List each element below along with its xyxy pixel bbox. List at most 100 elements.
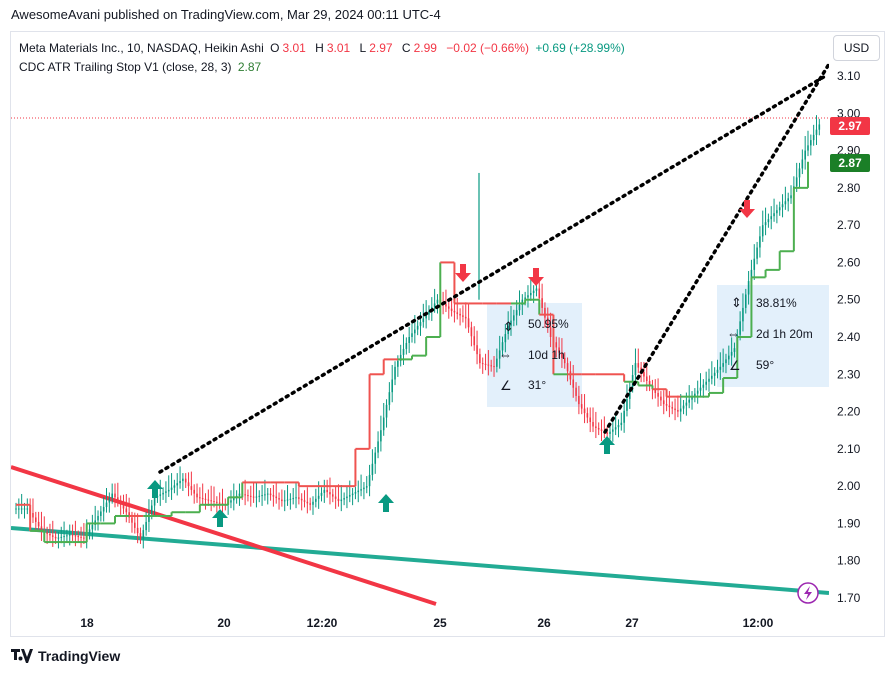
candle-body bbox=[730, 351, 733, 356]
candle-body bbox=[128, 512, 130, 518]
candle-body bbox=[733, 348, 736, 352]
candle-body bbox=[719, 366, 722, 370]
candle-body bbox=[315, 498, 317, 502]
y-tick-label: 1.80 bbox=[837, 554, 861, 568]
candle-body bbox=[546, 317, 549, 328]
candle-body bbox=[685, 402, 688, 406]
candle-body bbox=[464, 316, 467, 319]
candle-body bbox=[470, 327, 473, 337]
y-tick-label: 2.50 bbox=[837, 293, 861, 307]
candle-body bbox=[255, 496, 258, 498]
candle-body bbox=[629, 386, 631, 399]
candle-body bbox=[778, 207, 781, 211]
candle-body bbox=[320, 492, 323, 496]
x-tick-label: 26 bbox=[537, 616, 551, 630]
candle-body bbox=[125, 508, 128, 513]
legend-high: H 3.01 bbox=[315, 41, 353, 55]
candle-body bbox=[711, 375, 713, 379]
candle-body bbox=[167, 489, 170, 492]
buy-arrow-icon bbox=[147, 480, 163, 498]
candle-body bbox=[688, 399, 690, 403]
candle-body bbox=[770, 216, 773, 220]
candle-body bbox=[433, 303, 436, 308]
candle-body bbox=[317, 495, 320, 499]
red-trend-line[interactable] bbox=[11, 465, 437, 606]
candle-body bbox=[131, 517, 133, 523]
y-tick-label: 2.40 bbox=[837, 330, 861, 344]
candle-body bbox=[275, 496, 278, 499]
candle-body bbox=[244, 494, 246, 496]
candle-body bbox=[150, 505, 153, 514]
candle-body bbox=[247, 495, 249, 497]
candle-body bbox=[490, 365, 492, 367]
legend-l-label: L bbox=[359, 41, 367, 55]
y-tick-label: 2.10 bbox=[837, 442, 861, 456]
candle-body bbox=[677, 410, 679, 412]
arrow-up-shape bbox=[147, 480, 163, 498]
y-tick-label: 1.70 bbox=[837, 591, 861, 605]
candle-body bbox=[145, 521, 147, 531]
chart-legend: Meta Materials Inc., 10, NASDAQ, Heikin … bbox=[19, 39, 628, 77]
candle-body bbox=[266, 493, 269, 495]
candle-body bbox=[744, 294, 747, 308]
measure1-time-text: 10d 1h bbox=[528, 348, 565, 362]
measure-box-2[interactable] bbox=[717, 285, 829, 387]
candle-body bbox=[563, 357, 566, 364]
candle-body bbox=[524, 297, 526, 300]
legend-l-value: 2.97 bbox=[369, 41, 393, 55]
candle-body bbox=[32, 512, 34, 518]
candle-body bbox=[122, 504, 125, 509]
candle-body bbox=[612, 429, 614, 432]
candle-body bbox=[91, 524, 94, 530]
candle-body bbox=[419, 322, 422, 326]
candle-body bbox=[159, 494, 162, 496]
candle-body bbox=[561, 352, 563, 358]
candle-body bbox=[365, 486, 368, 488]
candle-body bbox=[662, 400, 665, 405]
candle-body bbox=[776, 210, 778, 214]
candle-body bbox=[498, 350, 501, 359]
arrow-up-shape bbox=[599, 436, 615, 454]
candle-body bbox=[187, 482, 190, 487]
candle-body bbox=[357, 490, 360, 493]
last-price-badge bbox=[830, 117, 870, 135]
candle-body bbox=[609, 431, 611, 434]
candle-body bbox=[249, 495, 252, 497]
teal-trend-line[interactable] bbox=[11, 526, 829, 595]
candle-body bbox=[739, 321, 741, 335]
candle-body bbox=[26, 508, 29, 510]
legend-c-value: 2.99 bbox=[413, 41, 437, 55]
candle-body bbox=[18, 508, 20, 510]
legend-open: O 3.01 bbox=[270, 41, 309, 55]
candle-body bbox=[139, 533, 142, 539]
candle-body bbox=[637, 363, 640, 368]
candle-body bbox=[541, 298, 543, 308]
legend-o-value: 3.01 bbox=[282, 41, 306, 55]
candle-body bbox=[363, 487, 365, 490]
candle-body bbox=[725, 359, 727, 364]
candle-body bbox=[784, 201, 787, 205]
candle-body bbox=[479, 354, 481, 364]
legend-low: L 2.97 bbox=[360, 41, 396, 55]
legend-o-label: O bbox=[270, 41, 280, 55]
candle-body bbox=[742, 307, 744, 322]
dotted-trend-line-2[interactable] bbox=[603, 62, 829, 434]
candle-body bbox=[289, 498, 292, 500]
candle-body bbox=[787, 198, 789, 202]
y-tick-label: 3.10 bbox=[837, 69, 861, 83]
candle-body bbox=[810, 140, 812, 146]
candle-body bbox=[544, 307, 546, 318]
candle-body bbox=[74, 535, 77, 537]
candle-body bbox=[261, 495, 263, 497]
legend-change-total: +0.69 (+28.99%) bbox=[535, 41, 625, 55]
candle-body bbox=[527, 295, 529, 298]
candle-body bbox=[507, 325, 509, 335]
currency-button[interactable]: USD bbox=[833, 35, 880, 61]
sell-arrow-icon bbox=[739, 200, 755, 218]
arrow-up-shape bbox=[378, 494, 394, 512]
candle-body bbox=[298, 497, 300, 499]
dotted-trend-line-1[interactable] bbox=[158, 73, 829, 474]
candle-body bbox=[569, 371, 572, 380]
candle-body bbox=[447, 306, 450, 309]
